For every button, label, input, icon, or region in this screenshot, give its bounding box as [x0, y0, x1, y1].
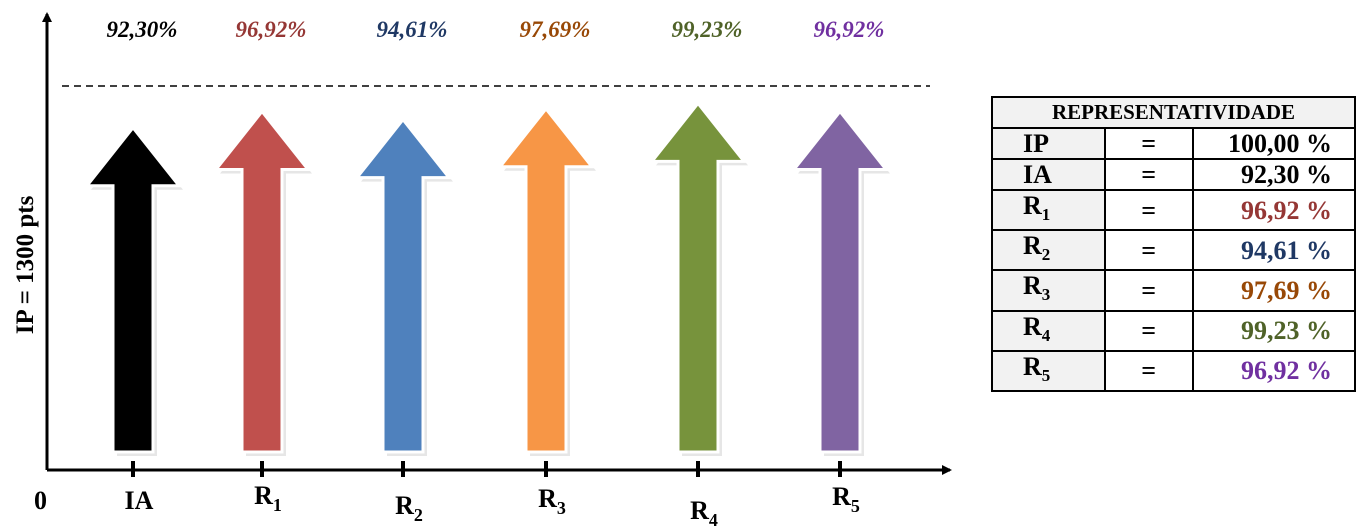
row-value: 97,69 % [1191, 269, 1356, 312]
value-label: 94,61% [377, 17, 448, 42]
row-label: R1 [991, 188, 1106, 232]
x-tick-label: R4 [690, 496, 718, 529]
row-equals: = [1103, 127, 1194, 160]
arrow-bar-r3 [496, 106, 596, 454]
value-label: 96,92% [814, 17, 885, 42]
x-tick-label: IA [125, 486, 154, 515]
row-label: R3 [991, 269, 1106, 312]
arrow-bar-r2 [353, 117, 453, 454]
row-value: 94,61 % [1191, 229, 1356, 272]
arrow-bar-r5 [790, 109, 890, 454]
table-row: R5 = 96,92 % [991, 349, 1356, 392]
table-row: IP = 100,00 % [991, 127, 1356, 160]
x-ticks [131, 461, 842, 477]
row-equals: = [1103, 309, 1194, 352]
value-labels: 92,30% 96,92% 94,61% 97,69% 99,23% 96,92% [107, 17, 885, 42]
row-equals: = [1103, 349, 1194, 392]
table-row: IA = 92,30 % [991, 158, 1356, 191]
table-row: R4 = 99,23 % [991, 309, 1356, 352]
row-label: R5 [991, 349, 1106, 392]
table-body: REPRESENTATIVIDADE IP = 100,00 % IA = 92,30 %… [991, 96, 1356, 392]
table-row: R2 = 94,61 % [991, 229, 1356, 272]
x-tick-label: R2 [395, 491, 423, 525]
row-value: 96,92 % [1191, 188, 1356, 232]
arrow-bar-ia [83, 125, 183, 454]
value-label: 97,69% [520, 17, 591, 42]
row-equals: = [1103, 229, 1194, 272]
representativeness-table: REPRESENTATIVIDADE IP = 100,00 % IA = 92,30 %… [991, 96, 1356, 392]
row-value: 100,00 % [1191, 127, 1356, 160]
x-tick-label: R5 [832, 482, 860, 516]
x-tick-label: R3 [538, 484, 566, 518]
table-header-row: REPRESENTATIVIDADE [991, 96, 1356, 129]
row-label: R2 [991, 229, 1106, 272]
value-label: 96,92% [236, 17, 307, 42]
table-row: R3 = 97,69 % [991, 269, 1356, 312]
row-value: 92,30 % [1191, 158, 1356, 191]
arrow-bar-r4 [648, 100, 748, 454]
value-label: 99,23% [672, 17, 743, 42]
representativeness-chart: 92,30% 96,92% 94,61% 97,69% 99,23% 96,92% IA R… [12, 12, 952, 529]
row-equals: = [1103, 158, 1194, 191]
value-label: 92,30% [107, 17, 178, 42]
row-equals: = [1103, 188, 1194, 232]
table-title: REPRESENTATIVIDADE [991, 96, 1356, 129]
x-labels: IA R1 R2 R3 R4 R5 [125, 481, 860, 529]
row-value: 99,23 % [1191, 309, 1356, 352]
row-label: IA [991, 158, 1106, 191]
y-axis-label: IP = 1300 pts [12, 195, 39, 334]
bars-layer [83, 100, 890, 457]
table-row: R1 = 96,92 % [991, 188, 1356, 232]
row-equals: = [1103, 269, 1194, 312]
row-label: IP [991, 127, 1106, 160]
row-value: 96,92 % [1191, 349, 1356, 392]
arrow-bar-r1 [212, 109, 312, 454]
x-tick-label: R1 [254, 481, 282, 515]
origin-label: 0 [34, 486, 47, 515]
row-label: R4 [991, 309, 1106, 352]
